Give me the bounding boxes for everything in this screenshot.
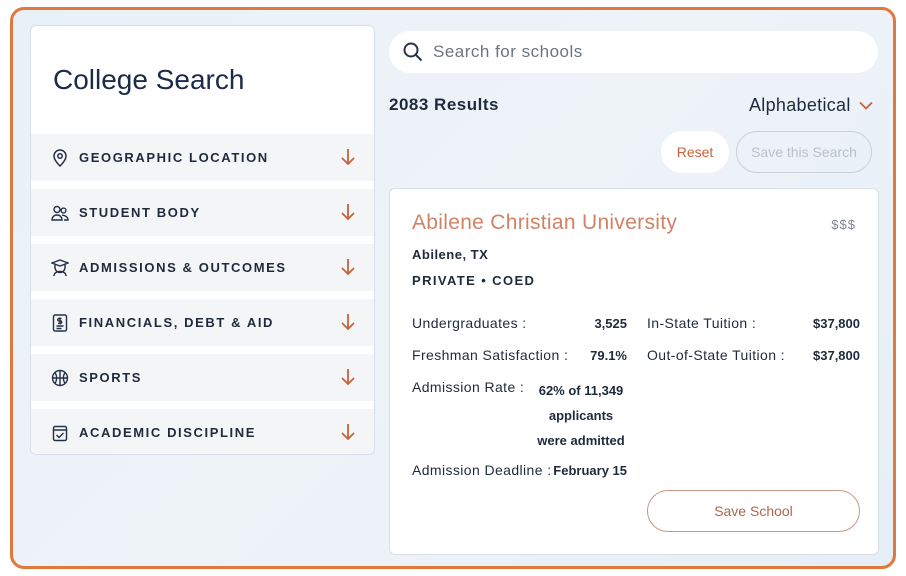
filter-student-body[interactable]: STUDENT BODY xyxy=(31,189,374,236)
school-type: PRIVATE • COED xyxy=(412,273,536,288)
arrow-down-icon[interactable] xyxy=(340,202,356,222)
search-input[interactable] xyxy=(433,42,853,62)
instate-tuition-label: In-State Tuition : xyxy=(647,315,757,331)
map-pin-icon xyxy=(51,148,69,167)
save-school-button[interactable]: Save School xyxy=(647,490,860,532)
undergrad-label: Undergraduates : xyxy=(412,315,527,331)
filter-financials-debt-aid[interactable]: FINANCIALS, DEBT & AID xyxy=(31,299,374,346)
deadline-value: February 15 xyxy=(553,463,627,478)
filter-label: GEOGRAPHIC LOCATION xyxy=(79,150,269,165)
save-search-button[interactable]: Save this Search xyxy=(736,131,872,173)
results-count: 2083 Results xyxy=(389,95,499,114)
filter-label: FINANCIALS, DEBT & AID xyxy=(79,315,275,330)
satisfaction-label: Freshman Satisfaction : xyxy=(412,347,569,363)
admission-rate-label: Admission Rate : xyxy=(412,379,525,395)
school-location: Abilene, TX xyxy=(412,247,489,262)
admission-rate-value: 62% of 11,349 applicants were admitted xyxy=(537,383,625,448)
filter-list: GEOGRAPHIC LOCATION STUDENT BODY ADMISSI… xyxy=(31,134,374,454)
sidebar-title: College Search xyxy=(53,64,245,95)
sort-label: Alphabetical xyxy=(749,95,851,115)
document-dollar-icon xyxy=(51,313,69,332)
undergrad-value: 3,525 xyxy=(594,316,627,331)
graduate-icon xyxy=(51,258,69,277)
basketball-icon xyxy=(51,369,69,387)
search-bar xyxy=(389,31,878,73)
people-icon xyxy=(51,204,69,222)
search-icon xyxy=(403,42,423,62)
filter-sidebar: College Search GEOGRAPHIC LOCATION STUDE… xyxy=(30,25,375,455)
instate-tuition-value: $37,800 xyxy=(813,316,860,331)
school-card: Abilene Christian University $$$ Abilene… xyxy=(389,188,879,555)
school-name-link[interactable]: Abilene Christian University xyxy=(412,211,678,234)
arrow-down-icon[interactable] xyxy=(340,147,356,167)
filter-label: STUDENT BODY xyxy=(79,205,201,220)
sort-dropdown[interactable]: Alphabetical xyxy=(749,95,873,116)
arrow-down-icon[interactable] xyxy=(340,312,356,332)
arrow-down-icon[interactable] xyxy=(340,257,356,277)
filter-label: ADMISSIONS & OUTCOMES xyxy=(79,260,287,275)
calendar-check-icon xyxy=(51,424,69,442)
filter-academic-discipline[interactable]: ACADEMIC DISCIPLINE xyxy=(31,409,374,454)
deadline-label: Admission Deadline : xyxy=(412,462,552,478)
satisfaction-value: 79.1% xyxy=(590,348,627,363)
filter-admissions-outcomes[interactable]: ADMISSIONS & OUTCOMES xyxy=(31,244,374,291)
price-indicator: $$$ xyxy=(831,217,856,232)
arrow-down-icon[interactable] xyxy=(340,367,356,387)
reset-button[interactable]: Reset xyxy=(661,131,729,173)
app-frame: College Search GEOGRAPHIC LOCATION STUDE… xyxy=(10,7,896,569)
filter-label: ACADEMIC DISCIPLINE xyxy=(79,425,257,440)
filter-sports[interactable]: SPORTS xyxy=(31,354,374,401)
filter-geographic-location[interactable]: GEOGRAPHIC LOCATION xyxy=(31,134,374,181)
chevron-down-icon xyxy=(859,101,873,110)
arrow-down-icon[interactable] xyxy=(340,422,356,442)
filter-label: SPORTS xyxy=(79,370,143,385)
outstate-tuition-value: $37,800 xyxy=(813,348,860,363)
outstate-tuition-label: Out-of-State Tuition : xyxy=(647,347,785,363)
